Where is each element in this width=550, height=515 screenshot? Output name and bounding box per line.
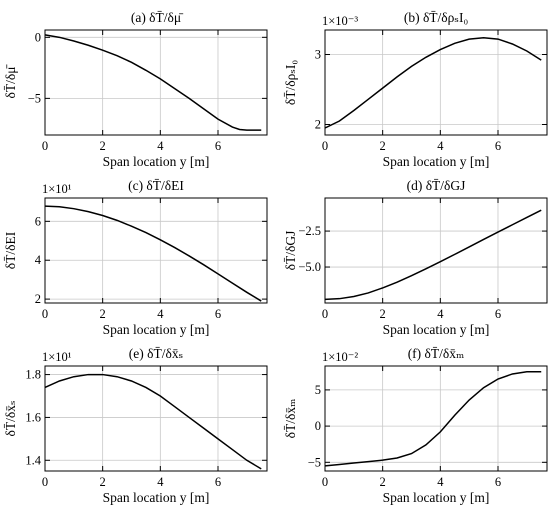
x-tick-label: 6 [495,139,501,153]
series-line [44,373,262,470]
axis-exponent-label: 1×10¹ [42,182,72,196]
x-tick-label: 6 [215,475,221,489]
y-tick-label: 3 [315,48,321,62]
series-line [44,34,262,131]
y-tick-label: 1.8 [25,368,41,382]
plot-frame [44,197,268,304]
chart-panel-4: 0 2 4 6 −2.5 −5.0 (d) δT̄/δGJ Span location y [… [283,178,548,337]
panel-title: (e) δT̄/δx̄ₛ [129,346,183,361]
x-tick-label: 0 [42,139,48,153]
x-tick-label: 4 [437,139,444,153]
series-line [324,209,542,301]
x-tick-label: 2 [100,139,106,153]
x-tick-label: 4 [437,475,444,489]
y-tick-label: 6 [35,214,41,228]
x-tick-label: 6 [495,475,501,489]
x-tick-label: 6 [215,307,221,321]
axis-exponent-label: 1×10¹ [42,350,72,364]
y-axis-label: δT̄/δGJ [283,231,298,271]
x-tick-label: 0 [322,475,328,489]
x-tick-label: 2 [380,139,386,153]
y-tick-label: −2.5 [298,224,321,238]
x-tick-label: 0 [42,307,48,321]
y-tick-label: −5.0 [298,260,321,274]
y-axis-label: δT̄/δμ̄ [3,64,18,99]
axis-exponent-label: 1×10⁻² [322,350,358,364]
plot-frame [44,29,268,136]
y-tick-label: 4 [35,253,42,267]
x-tick-label: 2 [100,307,106,321]
panel-title: (b) δT̄/δρₛI₀ [404,10,469,25]
x-tick-label: 4 [157,307,164,321]
x-tick-label: 4 [157,139,164,153]
x-tick-label: 0 [42,475,48,489]
x-tick-label: 0 [322,139,328,153]
y-tick-label: −5 [28,91,41,105]
y-axis-label: δT̄/δρₛI₀ [283,60,298,106]
x-axis-label: Span location y [m] [103,154,210,169]
x-tick-label: 2 [380,307,386,321]
y-tick-label: 5 [315,383,321,397]
x-axis-label: Span location y [m] [383,322,490,337]
plot-frame [324,365,548,472]
y-tick-label: 0 [315,419,321,433]
panel-title: (c) δT̄/δEI [128,178,184,193]
y-tick-label: −5 [308,455,321,469]
y-tick-label: 2 [315,118,321,132]
x-tick-label: 4 [157,475,164,489]
x-tick-label: 4 [437,307,444,321]
series-line [324,36,542,129]
x-axis-label: Span location y [m] [383,154,490,169]
chart-panel-5: 0 2 4 6 1.4 1.6 1.81×10¹ (e) δT̄/δx̄ₛ Span locat… [3,346,268,505]
plot-frame [324,197,548,304]
panel-title: (f) δT̄/δx̄ₘ [408,346,465,361]
x-axis-label: Span location y [m] [103,322,210,337]
chart-panel-1: 0 2 4 6 0 −5 (a) δT̄/δμ̄ Span location y [m] δT̄… [3,10,268,169]
series-line [324,371,542,467]
plot-frame [44,365,268,472]
y-axis-label: δT̄/δx̄ₛ [3,400,18,436]
y-tick-label: 0 [35,30,41,44]
y-tick-label: 2 [35,292,41,306]
x-tick-label: 0 [322,307,328,321]
y-tick-label: 1.4 [25,453,41,467]
x-axis-label: Span location y [m] [383,490,490,505]
panel-title: (d) δT̄/δGJ [407,178,466,193]
plot-frame [324,29,548,136]
series-line [44,205,262,302]
x-tick-label: 6 [495,307,501,321]
y-axis-label: δT̄/δx̄ₘ [283,399,298,439]
x-tick-label: 6 [215,139,221,153]
y-tick-label: 1.6 [25,410,41,424]
panel-title: (a) δT̄/δμ̄ [131,10,184,25]
x-tick-label: 2 [380,475,386,489]
y-axis-label: δT̄/δEI [3,231,18,269]
x-tick-label: 2 [100,475,106,489]
x-axis-label: Span location y [m] [103,490,210,505]
axis-exponent-label: 1×10⁻³ [322,14,358,28]
